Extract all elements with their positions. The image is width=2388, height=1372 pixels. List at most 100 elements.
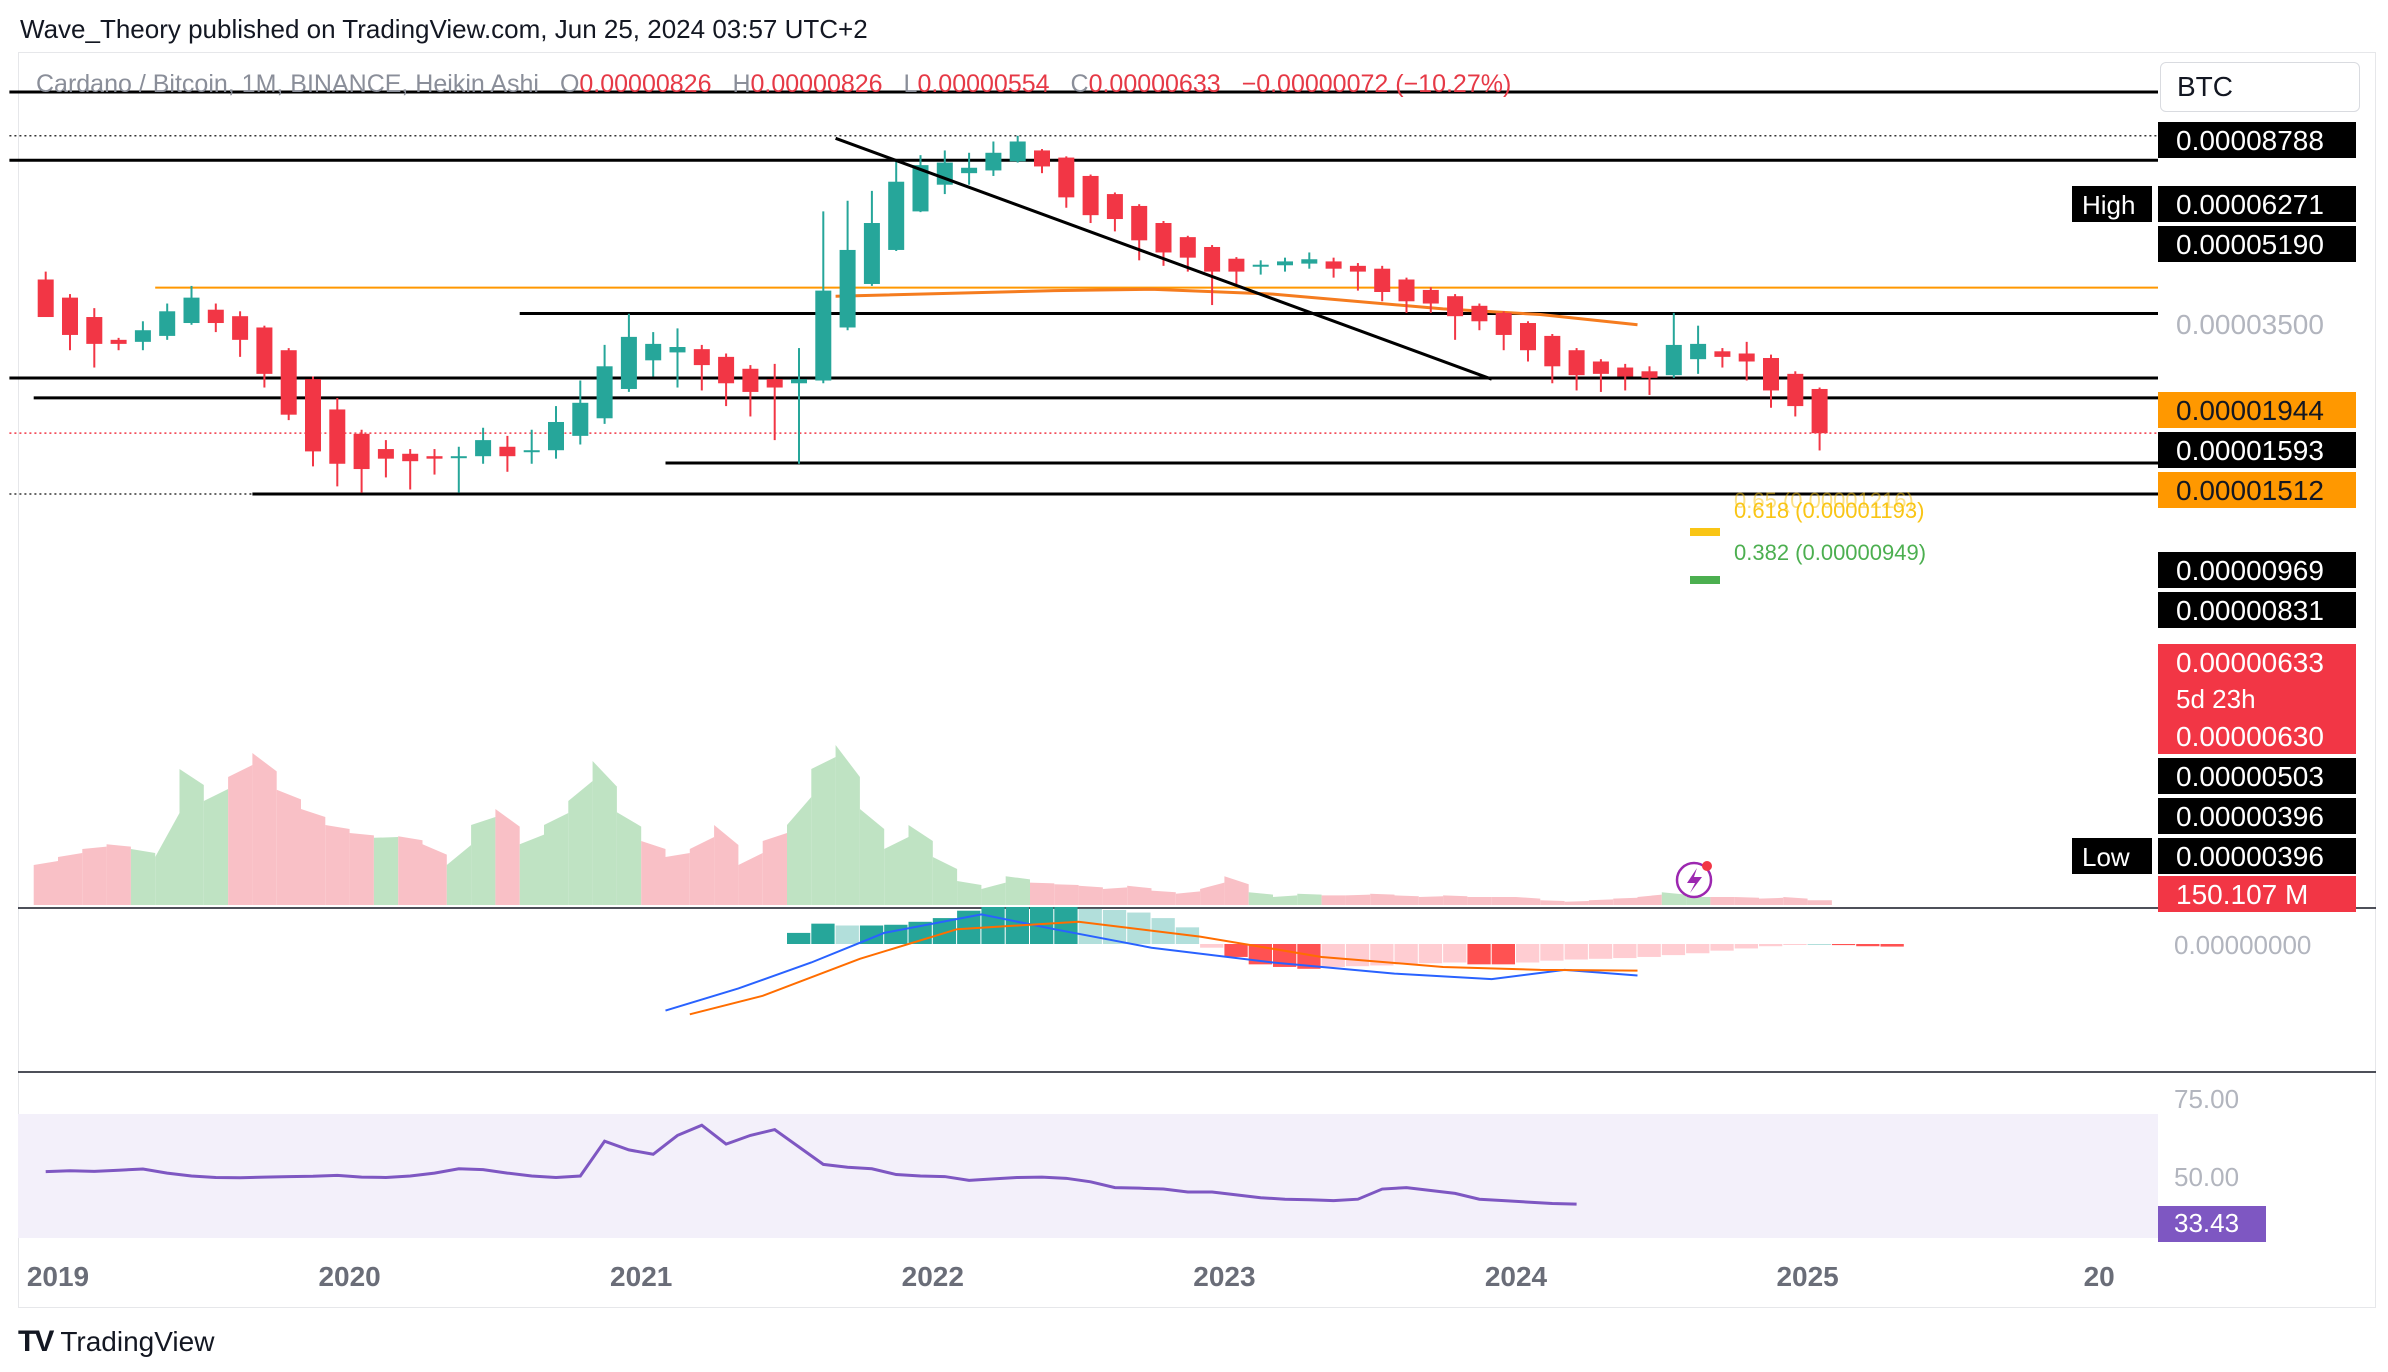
macd-histogram-bar — [884, 924, 908, 944]
macd-histogram-bar — [1661, 944, 1686, 956]
symbol-name[interactable]: Cardano / Bitcoin, 1M, BINANCE, Heikin A… — [36, 70, 539, 98]
volume-bar — [1102, 887, 1128, 905]
candle-body — [791, 379, 807, 384]
macd-histogram-bar — [1759, 944, 1783, 947]
volume-bar — [1516, 897, 1541, 905]
x-tick-label: 2024 — [1485, 1261, 1548, 1292]
macd-histogram-bar — [1467, 944, 1491, 965]
price-label: 0.00000396 — [2176, 801, 2324, 832]
candle-body — [1009, 141, 1026, 162]
fib-label: 0.618 (0.00001193) — [1734, 498, 1924, 523]
change-value: −0.00000072 (−10.27%) — [1241, 70, 1512, 98]
candle-body — [1325, 261, 1342, 269]
volume-bar — [1540, 900, 1565, 905]
candle-body — [1034, 150, 1050, 167]
lightning-icon — [1675, 861, 1713, 899]
volume-bar — [1321, 895, 1346, 905]
candle-body — [1058, 157, 1075, 198]
candle-body — [499, 446, 516, 457]
publish-header: Wave_Theory published on TradingView.com… — [0, 0, 2388, 52]
open-key: O — [559, 70, 580, 98]
candle-body — [718, 356, 735, 384]
low-key: L — [903, 70, 918, 98]
candle-body — [1592, 361, 1609, 374]
volume-bar — [1297, 893, 1322, 905]
volume-bar — [568, 781, 593, 905]
price-tag — [2158, 876, 2356, 912]
candle-body — [1447, 296, 1464, 317]
tradingview-logo-icon[interactable]: TV — [18, 1325, 54, 1358]
candle-body — [766, 379, 783, 388]
candle-body — [207, 309, 224, 324]
volume-bar — [228, 765, 253, 905]
volume-bar — [1005, 876, 1030, 905]
volume-bar — [471, 817, 496, 905]
volume-bar — [325, 825, 350, 905]
horizontal-levels[interactable] — [9, 90, 2158, 496]
candle-body — [329, 409, 346, 464]
volume-bar — [1030, 882, 1055, 905]
volume-bar — [592, 761, 617, 905]
volume-bar — [33, 861, 58, 905]
candle-body — [280, 350, 297, 415]
volume-bar — [58, 853, 83, 905]
moving-average-line — [835, 287, 1638, 327]
price-tag — [2158, 592, 2356, 628]
open-value: 0.00000826 — [579, 70, 712, 98]
publish-info: Wave_Theory published on TradingView.com… — [20, 14, 868, 44]
candle-body — [863, 223, 880, 284]
volume-bar — [130, 849, 156, 905]
macd-histogram-bar — [1734, 944, 1758, 949]
candle-body — [1690, 343, 1707, 360]
candle-body — [1738, 353, 1755, 362]
volume-bar — [276, 789, 301, 905]
candle-body — [1179, 237, 1196, 258]
price-tag — [2158, 838, 2356, 874]
candle-body — [1471, 305, 1488, 322]
candle-body — [742, 368, 759, 392]
price-label: 0.00000630 — [2176, 721, 2324, 752]
price-label: 0.00000969 — [2176, 555, 2324, 586]
candle-body — [256, 327, 273, 374]
candle-body — [1106, 194, 1123, 220]
rsi-current-tag — [2158, 1206, 2266, 1242]
price-label: 0.00008788 — [2176, 125, 2324, 156]
candle-body — [1155, 223, 1172, 253]
volume-bar — [155, 813, 180, 905]
x-tick-label: 2019 — [27, 1261, 89, 1292]
volume-bar — [1588, 899, 1614, 905]
price-tag — [2158, 798, 2356, 834]
volume-bar — [1054, 884, 1079, 905]
extreme-tag — [2072, 838, 2152, 874]
extreme-label: High — [2082, 190, 2135, 220]
macd-axis-label: 0.00000000 — [2174, 930, 2311, 960]
candle-body — [1374, 268, 1391, 292]
volume-bar — [1613, 897, 1638, 905]
x-tick-label: 2022 — [902, 1261, 964, 1292]
candle-body — [353, 433, 370, 470]
price-label: 0.00005190 — [2176, 229, 2324, 260]
candle-body — [1568, 350, 1585, 376]
trend-line[interactable] — [835, 136, 1493, 381]
price-tag — [2158, 122, 2356, 158]
x-axis: 2019 2020 2021 2022 2023 2024 2025 20 — [27, 1261, 2115, 1292]
macd-histogram-bar — [1321, 944, 1345, 967]
candle-body — [1665, 344, 1682, 376]
macd-pane: 0.00000000 — [665, 907, 2311, 1016]
candle-body — [450, 456, 467, 459]
volume-bar — [1807, 900, 1832, 905]
price-tag — [2158, 186, 2356, 222]
candle-body — [305, 379, 321, 452]
volume-bar — [422, 844, 447, 905]
candle-body — [693, 349, 710, 366]
candle-body — [1349, 265, 1366, 272]
candles[interactable] — [37, 135, 1828, 493]
volume-bar — [1734, 897, 1759, 905]
volume-bar — [1175, 891, 1201, 905]
volume-bar — [1686, 897, 1711, 905]
candle-body — [377, 449, 394, 459]
tradingview-brand[interactable]: TradingView — [60, 1326, 215, 1357]
candle-body — [134, 330, 151, 342]
currency-selector[interactable]: BTC — [2160, 62, 2360, 112]
